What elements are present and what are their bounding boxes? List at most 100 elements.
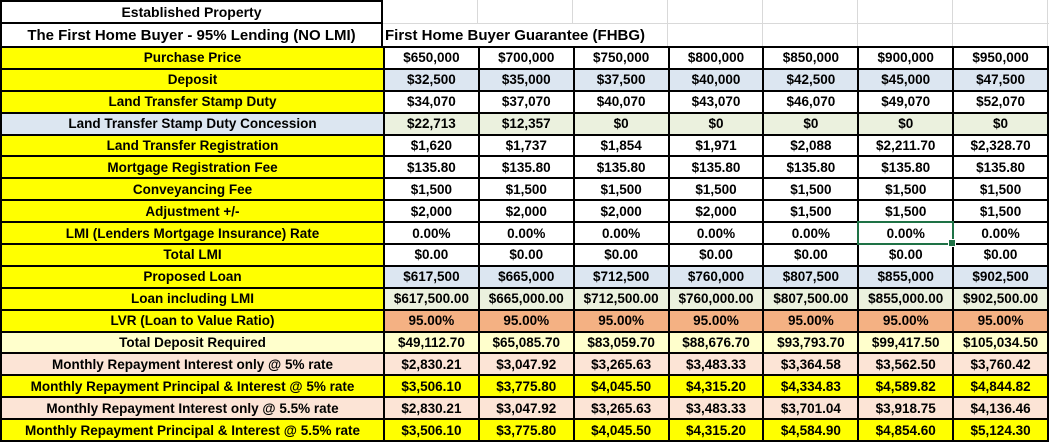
cell[interactable]: $3,775.80 bbox=[479, 376, 573, 397]
cell[interactable]: $2,000 bbox=[479, 201, 573, 222]
cell[interactable]: 95.00% bbox=[385, 310, 478, 331]
empty-cells-gridlines-row2[interactable]: First Home Buyer Guarantee (FHBG) bbox=[383, 24, 1049, 46]
cell[interactable]: $65,085.70 bbox=[479, 332, 573, 353]
empty-cells-gridlines-top[interactable] bbox=[383, 0, 1049, 24]
cell[interactable]: $3,506.10 bbox=[385, 376, 478, 397]
cell[interactable]: $105,034.50 bbox=[954, 332, 1047, 353]
cell[interactable]: $93,793.70 bbox=[764, 332, 858, 353]
cell[interactable]: $0.00 bbox=[479, 245, 573, 265]
cell[interactable]: $0.00 bbox=[669, 245, 763, 265]
cell[interactable]: $3,775.80 bbox=[479, 420, 573, 440]
cell[interactable]: $1,500 bbox=[574, 179, 668, 200]
cell[interactable]: $135.80 bbox=[954, 157, 1047, 178]
cell[interactable]: $2,000 bbox=[669, 201, 763, 222]
row-label[interactable]: Conveyancing Fee bbox=[2, 179, 383, 200]
cell[interactable]: $42,500 bbox=[764, 69, 858, 90]
cell[interactable]: $2,328.70 bbox=[954, 135, 1047, 156]
cell[interactable]: $3,047.92 bbox=[479, 354, 573, 375]
cell[interactable]: 95.00% bbox=[574, 310, 668, 331]
cell[interactable]: $32,500 bbox=[385, 69, 478, 90]
cell[interactable]: $665,000.00 bbox=[479, 288, 573, 309]
cell[interactable]: $1,500 bbox=[764, 179, 858, 200]
cell[interactable]: $1,500 bbox=[859, 179, 953, 200]
cell[interactable]: $49,070 bbox=[859, 91, 953, 112]
cell[interactable]: 0.00% bbox=[669, 223, 763, 243]
cell[interactable]: $1,500 bbox=[764, 201, 858, 222]
cell[interactable]: $1,737 bbox=[479, 135, 573, 156]
cell[interactable]: $0 bbox=[859, 113, 953, 134]
cell[interactable]: $0 bbox=[954, 113, 1047, 134]
cell[interactable]: $0 bbox=[669, 113, 763, 134]
cell[interactable]: $900,000 bbox=[859, 48, 953, 68]
cell[interactable]: $99,417.50 bbox=[859, 332, 953, 353]
cell[interactable]: $1,500 bbox=[479, 179, 573, 200]
cell[interactable]: $47,500 bbox=[954, 69, 1047, 90]
row-label[interactable]: Monthly Repayment Principal & Interest @… bbox=[2, 420, 383, 440]
cell[interactable]: $650,000 bbox=[385, 48, 478, 68]
cell[interactable]: $135.80 bbox=[764, 157, 858, 178]
cell[interactable]: $37,070 bbox=[479, 91, 573, 112]
cell[interactable]: $1,500 bbox=[859, 201, 953, 222]
cell[interactable]: $617,500 bbox=[385, 266, 478, 287]
row-label[interactable]: Deposit bbox=[2, 69, 383, 90]
row-label[interactable]: Monthly Repayment Principal & Interest @… bbox=[2, 376, 383, 397]
row-label[interactable]: Monthly Repayment Interest only @ 5.5% r… bbox=[2, 398, 383, 419]
cell[interactable]: $4,589.82 bbox=[859, 376, 953, 397]
cell[interactable]: $2,830.21 bbox=[385, 354, 478, 375]
cell[interactable]: $855,000 bbox=[859, 266, 953, 287]
cell[interactable]: $135.80 bbox=[669, 157, 763, 178]
cell[interactable]: $3,364.58 bbox=[764, 354, 858, 375]
selected-cell[interactable]: 0.00% bbox=[857, 221, 956, 247]
cell[interactable]: $4,315.20 bbox=[669, 376, 763, 397]
cell[interactable]: 95.00% bbox=[764, 310, 858, 331]
cell[interactable]: $52,070 bbox=[954, 91, 1047, 112]
cell[interactable]: $83,059.70 bbox=[574, 332, 668, 353]
cell[interactable]: $1,500 bbox=[954, 179, 1047, 200]
cell[interactable]: 0.00% bbox=[385, 223, 478, 243]
row-label[interactable]: Loan including LMI bbox=[2, 288, 383, 309]
cell[interactable]: $4,584.90 bbox=[764, 420, 858, 440]
cell[interactable]: $88,676.70 bbox=[669, 332, 763, 353]
cell[interactable]: $37,500 bbox=[574, 69, 668, 90]
cell[interactable]: $0.00 bbox=[954, 245, 1047, 265]
cell[interactable]: $35,000 bbox=[479, 69, 573, 90]
row-label[interactable]: Mortgage Registration Fee bbox=[2, 157, 383, 178]
cell[interactable]: $2,000 bbox=[385, 201, 478, 222]
cell[interactable]: $2,830.21 bbox=[385, 398, 478, 419]
cell[interactable]: $5,124.30 bbox=[954, 420, 1047, 440]
row-label[interactable]: Purchase Price bbox=[2, 48, 383, 68]
cell[interactable]: $4,045.50 bbox=[574, 376, 668, 397]
cell[interactable]: $2,000 bbox=[574, 201, 668, 222]
cell[interactable]: $807,500 bbox=[764, 266, 858, 287]
cell[interactable]: $40,070 bbox=[574, 91, 668, 112]
row-label[interactable]: Proposed Loan bbox=[2, 266, 383, 287]
cell[interactable]: $712,500.00 bbox=[574, 288, 668, 309]
row-label[interactable]: Land Transfer Stamp Duty bbox=[2, 91, 383, 112]
cell[interactable]: $4,136.46 bbox=[954, 398, 1047, 419]
cell[interactable]: $0.00 bbox=[859, 245, 953, 265]
cell[interactable]: $850,000 bbox=[764, 48, 858, 68]
row-label[interactable]: Total LMI bbox=[2, 245, 383, 265]
cell[interactable]: $22,713 bbox=[385, 113, 478, 134]
cell[interactable]: $950,000 bbox=[954, 48, 1047, 68]
cell[interactable]: $1,854 bbox=[574, 135, 668, 156]
row-label[interactable]: Land Transfer Registration bbox=[2, 135, 383, 156]
cell[interactable]: $2,088 bbox=[764, 135, 858, 156]
cell[interactable]: $750,000 bbox=[574, 48, 668, 68]
row-label[interactable]: LVR (Loan to Value Ratio) bbox=[2, 310, 383, 331]
cell[interactable]: $135.80 bbox=[479, 157, 573, 178]
cell[interactable]: $3,760.42 bbox=[954, 354, 1047, 375]
cell[interactable]: $4,854.60 bbox=[859, 420, 953, 440]
cell[interactable]: $3,918.75 bbox=[859, 398, 953, 419]
cell[interactable]: $617,500.00 bbox=[385, 288, 478, 309]
cell[interactable]: $700,000 bbox=[479, 48, 573, 68]
cell[interactable]: $3,047.92 bbox=[479, 398, 573, 419]
cell[interactable]: $43,070 bbox=[669, 91, 763, 112]
cell[interactable]: $46,070 bbox=[764, 91, 858, 112]
cell[interactable]: $45,000 bbox=[859, 69, 953, 90]
cell[interactable]: $3,483.33 bbox=[669, 354, 763, 375]
cell[interactable]: $902,500 bbox=[954, 266, 1047, 287]
cell[interactable]: $0 bbox=[764, 113, 858, 134]
cell[interactable]: $1,500 bbox=[669, 179, 763, 200]
cell[interactable]: $4,045.50 bbox=[574, 420, 668, 440]
